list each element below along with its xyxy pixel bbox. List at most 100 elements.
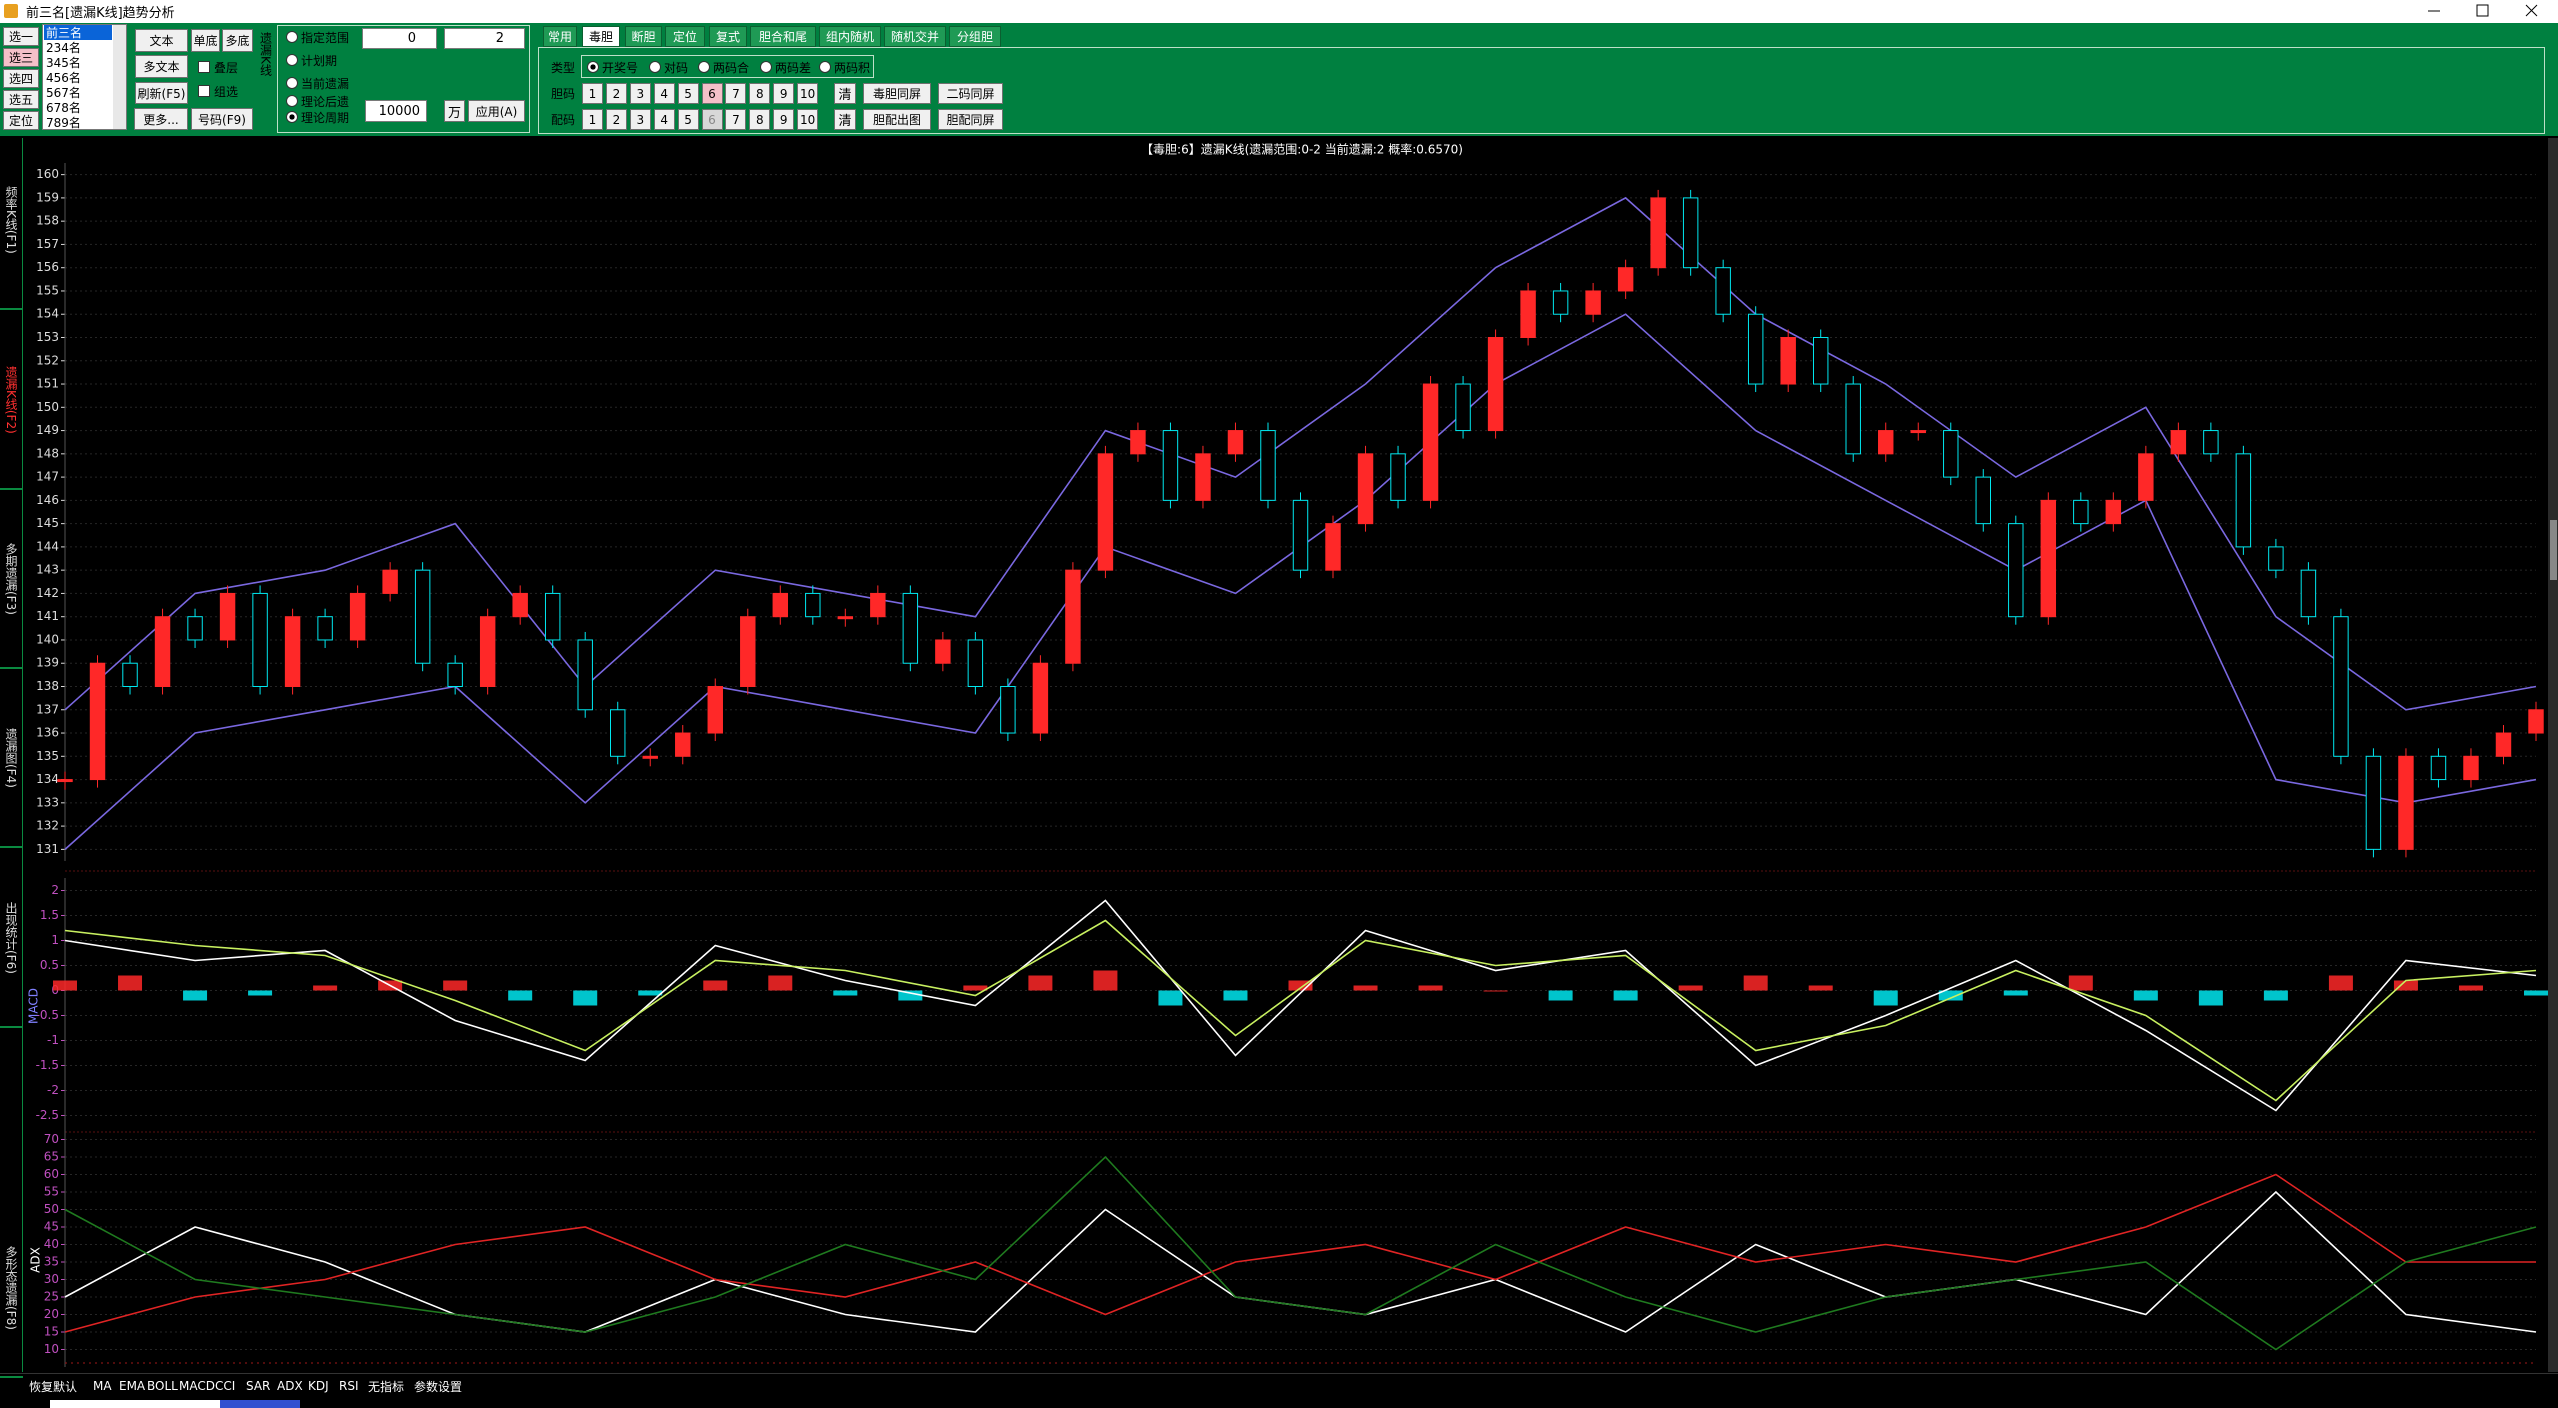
indicator-button[interactable]: ADX (277, 1379, 303, 1393)
side-tab[interactable]: 多期遗漏(F3) (4, 543, 18, 615)
indicator-button[interactable]: SAR (246, 1379, 271, 1393)
pei-number[interactable]: 10 (797, 109, 819, 130)
dan-number[interactable]: 9 (773, 83, 795, 104)
pei-number[interactable]: 6 (701, 109, 723, 130)
rank-item[interactable]: 456名 (46, 71, 81, 85)
tab[interactable]: 复式 (709, 26, 747, 47)
select-button[interactable]: 选三 (3, 48, 39, 67)
select-button[interactable]: 选四 (3, 69, 39, 88)
button[interactable]: 刷新(F5) (135, 82, 188, 104)
pei-button[interactable]: 胆配出图 (863, 109, 931, 130)
radio[interactable] (698, 61, 710, 73)
pei-number[interactable]: 4 (653, 109, 675, 130)
indicator-button[interactable]: 参数设置 (414, 1379, 463, 1394)
pei-number[interactable]: 2 (605, 109, 627, 130)
checkbox[interactable] (198, 61, 210, 73)
close[interactable] (2525, 4, 2538, 17)
v-scrollbar[interactable] (2548, 138, 2558, 1372)
dan-button[interactable]: 毒胆同屏 (863, 83, 931, 104)
dan-number[interactable]: 1 (582, 83, 603, 104)
rank-item[interactable]: 789名 (46, 116, 81, 130)
radio[interactable] (286, 95, 298, 107)
tab[interactable]: 组内随机 (819, 26, 881, 47)
clear-button[interactable]: 清 (834, 109, 856, 130)
indicator-button[interactable]: RSI (339, 1379, 359, 1393)
select-button[interactable]: 定位 (3, 111, 39, 130)
dan-number[interactable]: 6 (701, 83, 723, 104)
clear-button[interactable]: 清 (834, 83, 856, 104)
rank-item[interactable]: 234名 (46, 41, 81, 55)
side-tab[interactable]: 遗漏K线(F2) (4, 366, 18, 434)
select-button[interactable]: 选一 (3, 27, 39, 46)
tab[interactable]: 胆合和尾 (750, 26, 816, 47)
window-controls[interactable] (2410, 0, 2558, 23)
spinner[interactable]: 0 (362, 28, 437, 49)
radio[interactable] (286, 54, 298, 66)
button[interactable]: 单底 (191, 29, 220, 52)
pei-number[interactable]: 8 (749, 109, 771, 130)
indicator-button[interactable]: CCI (215, 1379, 236, 1393)
button[interactable]: 更多... (134, 108, 188, 130)
spinner[interactable]: 2 (444, 28, 525, 49)
h-scroll[interactable] (50, 1400, 300, 1408)
radio[interactable] (760, 61, 772, 73)
radio[interactable] (286, 31, 298, 43)
candle (772, 592, 789, 618)
apply-button[interactable]: 应用(A) (468, 100, 525, 122)
radio[interactable] (649, 61, 661, 73)
side-tab[interactable]: 遗漏图(F4) (4, 728, 18, 788)
pei-number[interactable]: 3 (629, 109, 651, 130)
pei-number[interactable]: 7 (725, 109, 747, 130)
indicator-button[interactable]: 无指标 (368, 1379, 405, 1394)
indicator-button[interactable]: MA (93, 1379, 112, 1393)
radio[interactable] (286, 77, 298, 89)
side-sep (0, 846, 23, 848)
button[interactable]: 号码(F9) (191, 108, 253, 130)
select-button[interactable]: 选五 (3, 90, 39, 109)
dan-number[interactable]: 8 (749, 83, 771, 104)
scroll-thumb[interactable] (2550, 520, 2557, 580)
tab[interactable]: 分组胆 (949, 26, 1001, 47)
side-tab[interactable]: 多形态遗漏(F8) (4, 1246, 18, 1330)
unit-button[interactable]: 万 (444, 100, 465, 122)
dan-number[interactable]: 4 (653, 83, 675, 104)
indicator-button[interactable]: BOLL (147, 1379, 178, 1393)
list-scrollbar[interactable] (113, 25, 126, 129)
rank-list-box[interactable] (42, 24, 127, 130)
checkbox[interactable] (198, 85, 210, 97)
dan-number[interactable]: 5 (677, 83, 699, 104)
radio[interactable] (819, 61, 831, 73)
rank-item[interactable]: 前三名 (44, 25, 112, 40)
indicator-button[interactable]: EMA (119, 1379, 146, 1393)
pei-button[interactable]: 胆配同屏 (938, 109, 1003, 130)
button[interactable]: 多文本 (135, 55, 188, 78)
pei-number[interactable]: 9 (773, 109, 795, 130)
rank-item[interactable]: 678名 (46, 101, 81, 115)
tab[interactable]: 随机交并 (884, 26, 946, 47)
indicator-button[interactable]: KDJ (308, 1379, 329, 1393)
button[interactable]: 文本 (135, 29, 188, 52)
h-scroll-thumb[interactable] (220, 1400, 300, 1408)
dan-button[interactable]: 二码同屏 (938, 83, 1003, 104)
radio[interactable] (587, 61, 599, 73)
dan-number[interactable]: 2 (605, 83, 627, 104)
maximize[interactable] (2476, 4, 2489, 17)
tab[interactable]: 定位 (665, 26, 705, 47)
tab[interactable]: 断胆 (625, 26, 662, 47)
rank-item[interactable]: 345名 (46, 56, 81, 70)
button[interactable]: 多底 (222, 29, 253, 52)
rank-item[interactable]: 567名 (46, 86, 81, 100)
pei-number[interactable]: 5 (677, 109, 699, 130)
dan-number[interactable]: 7 (725, 83, 747, 104)
side-tab[interactable]: 频率K线(F1) (4, 186, 18, 254)
dan-number[interactable]: 3 (629, 83, 651, 104)
amount-input[interactable]: 10000 (365, 100, 427, 122)
dan-number[interactable]: 10 (797, 83, 819, 104)
pei-number[interactable]: 1 (582, 109, 603, 130)
radio[interactable] (286, 111, 298, 123)
indicator-button[interactable]: 恢复默认 (29, 1379, 78, 1394)
indicator-button[interactable]: MACD (179, 1379, 215, 1393)
side-tab[interactable]: 出现统计(F6) (4, 902, 18, 974)
tab[interactable]: 常用 (543, 26, 577, 47)
tab[interactable]: 毒胆 (582, 26, 620, 47)
